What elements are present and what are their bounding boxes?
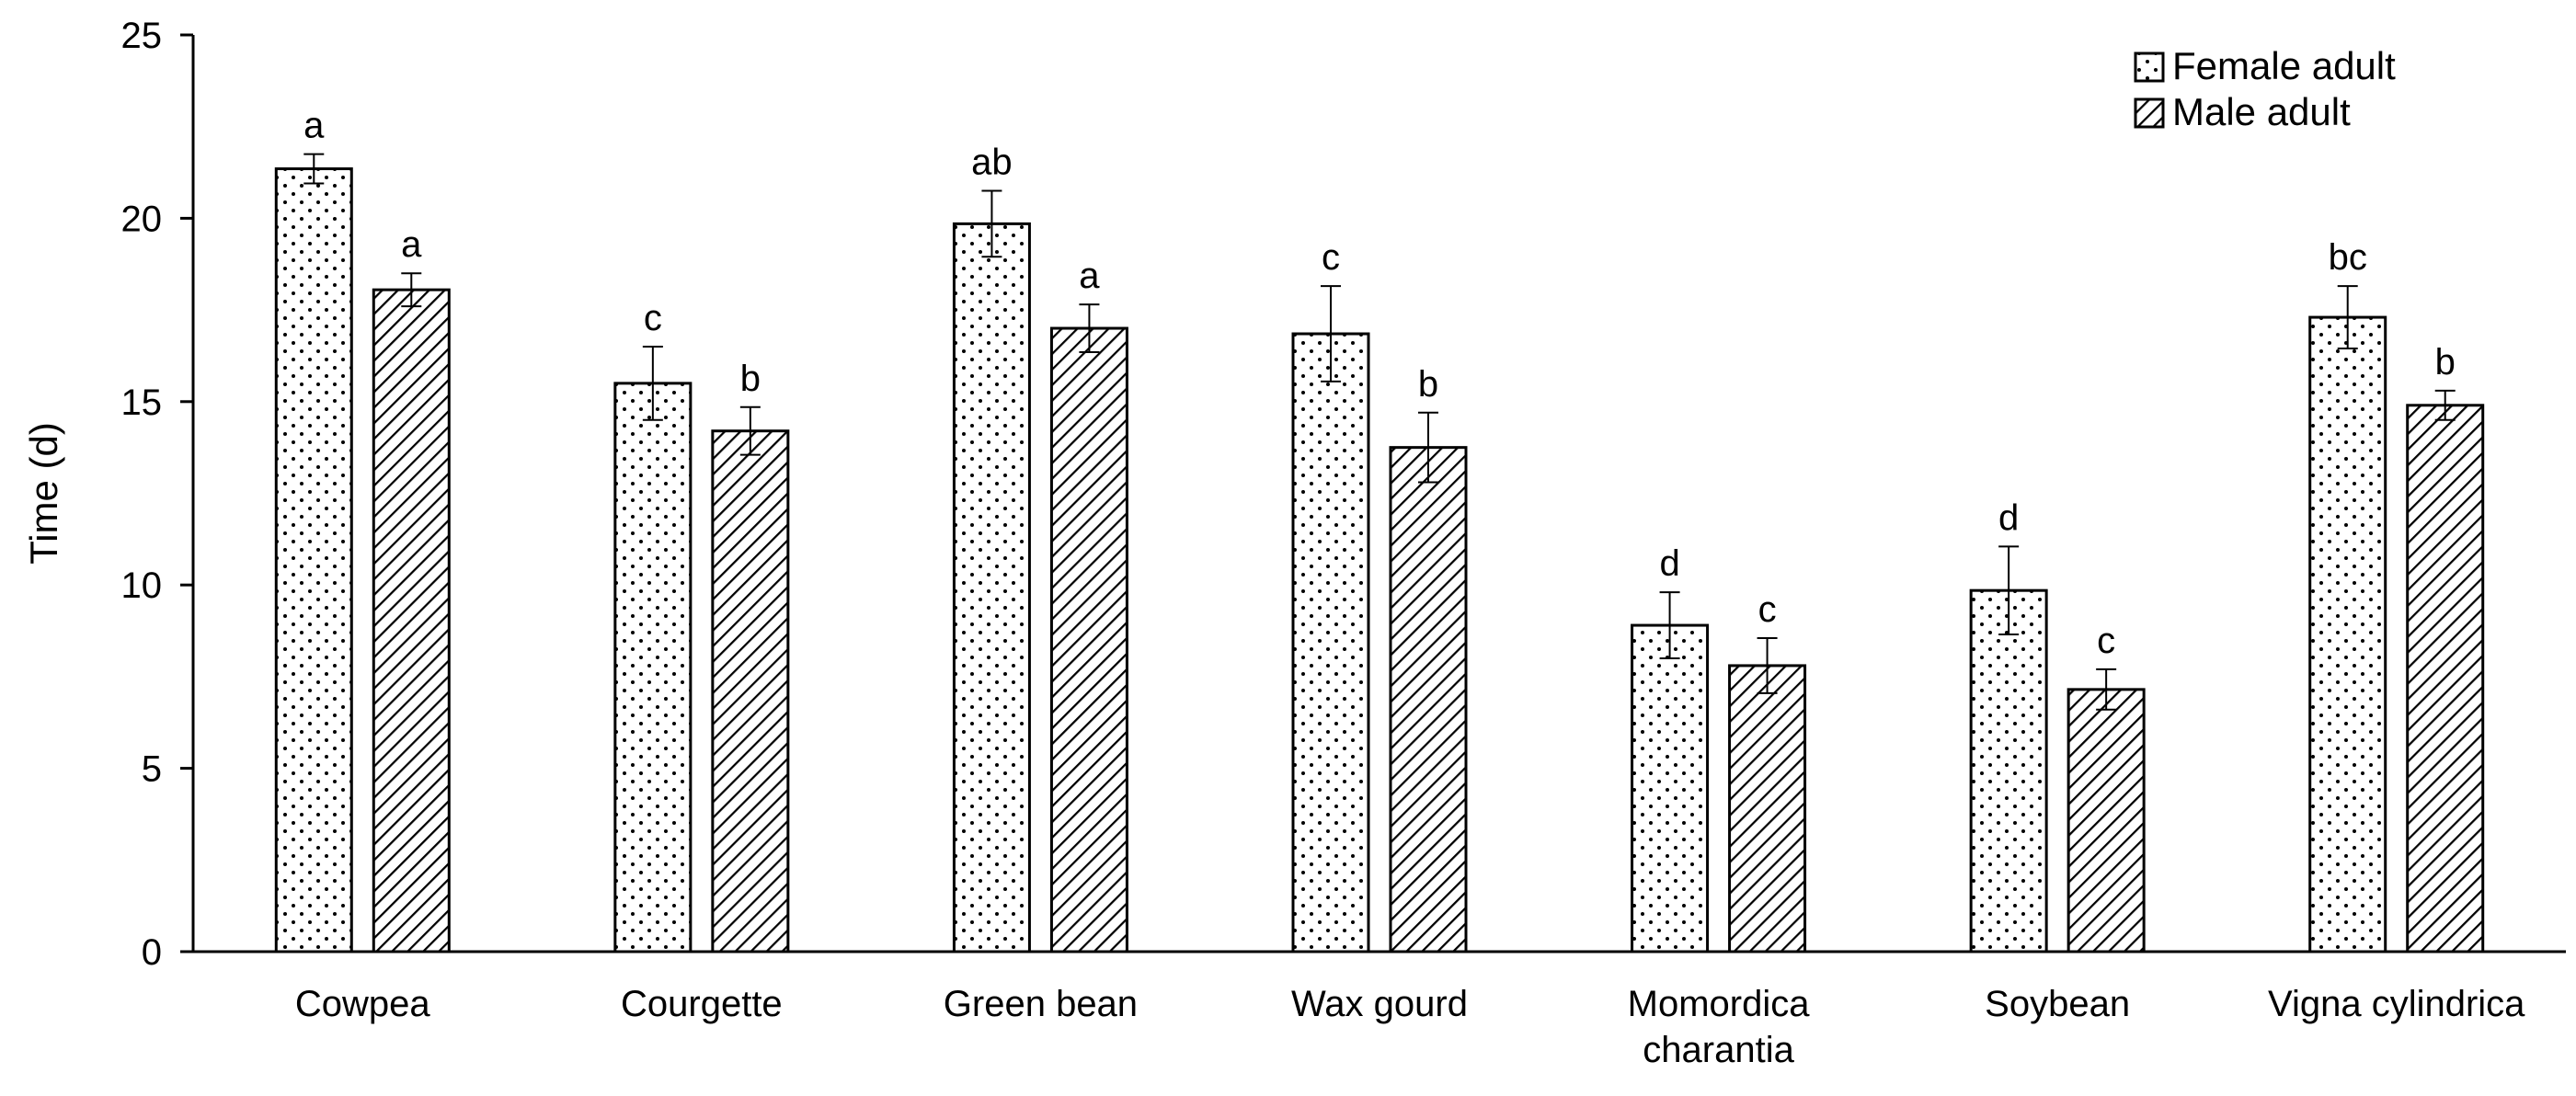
bar-female bbox=[613, 382, 693, 953]
legend-swatch-male bbox=[2134, 97, 2165, 129]
category-label: Vigna cylindrica bbox=[2268, 984, 2525, 1024]
significance-letter: a bbox=[1079, 256, 1100, 296]
category-label-line: Momordica bbox=[1628, 984, 1811, 1024]
significance-letter: c bbox=[1322, 237, 1340, 278]
significance-letter: a bbox=[303, 106, 325, 146]
bar-female bbox=[952, 222, 1031, 953]
legend-swatch-female bbox=[2134, 51, 2165, 83]
category-label: Soybean bbox=[1985, 984, 2130, 1024]
significance-letter: a bbox=[401, 224, 422, 265]
category-label: Courgette bbox=[621, 984, 783, 1024]
significance-letter: b bbox=[740, 359, 761, 399]
labels: a a Cowpea c b Courgette ab a Green bean c b Wax go… bbox=[295, 106, 2525, 1070]
category-label: Cowpea bbox=[295, 984, 431, 1024]
category-label-line: charantia bbox=[1643, 1030, 1794, 1070]
significance-letter: b bbox=[1418, 364, 1438, 405]
category-label: Wax gourd bbox=[1291, 984, 1468, 1024]
significance-letter: c bbox=[1758, 589, 1777, 630]
category-label-line: Courgette bbox=[621, 984, 783, 1024]
bar-female bbox=[1969, 588, 2048, 953]
legend-label: Female adult bbox=[2172, 44, 2396, 87]
category-label-line: Vigna cylindrica bbox=[2268, 984, 2525, 1024]
significance-letter: c bbox=[644, 298, 662, 338]
y-tick-label: 25 bbox=[121, 16, 163, 56]
significance-letter: c bbox=[2097, 621, 2115, 661]
bar-female bbox=[1291, 332, 1370, 953]
bar-male bbox=[372, 288, 451, 953]
bar-male bbox=[2406, 404, 2485, 953]
category-label: Momordica charantia bbox=[1628, 984, 1811, 1070]
bar-male bbox=[1049, 326, 1128, 953]
bar-female bbox=[274, 167, 353, 953]
significance-letter: d bbox=[1998, 497, 2019, 538]
bar-male bbox=[1389, 446, 1468, 953]
category-label-line: Wax gourd bbox=[1291, 984, 1468, 1024]
category-label-line: Cowpea bbox=[295, 984, 431, 1024]
bar-female bbox=[1631, 623, 1710, 953]
y-tick-label: 5 bbox=[142, 749, 162, 790]
category-label-line: Green bean bbox=[944, 984, 1138, 1024]
significance-letter: d bbox=[1659, 543, 1679, 584]
significance-letter: ab bbox=[971, 142, 1013, 182]
y-tick-label: 15 bbox=[121, 382, 163, 423]
bars bbox=[274, 153, 2485, 953]
bar-male bbox=[2067, 688, 2146, 953]
bar-female bbox=[2308, 315, 2387, 953]
y-axis-title: Time (d) bbox=[22, 422, 65, 565]
category-label-line: Soybean bbox=[1985, 984, 2130, 1024]
y-tick-label: 20 bbox=[121, 199, 163, 239]
axes: 0 5 10 15 20 25 Time (d) bbox=[22, 16, 2566, 973]
significance-letter: b bbox=[2435, 342, 2456, 382]
legend-label: Male adult bbox=[2172, 90, 2351, 133]
y-tick-label: 0 bbox=[142, 932, 162, 973]
significance-letter: bc bbox=[2329, 237, 2367, 278]
bar-male bbox=[1728, 664, 1807, 953]
bar-male bbox=[711, 429, 790, 953]
category-label: Green bean bbox=[944, 984, 1138, 1024]
y-tick-label: 10 bbox=[121, 565, 163, 606]
